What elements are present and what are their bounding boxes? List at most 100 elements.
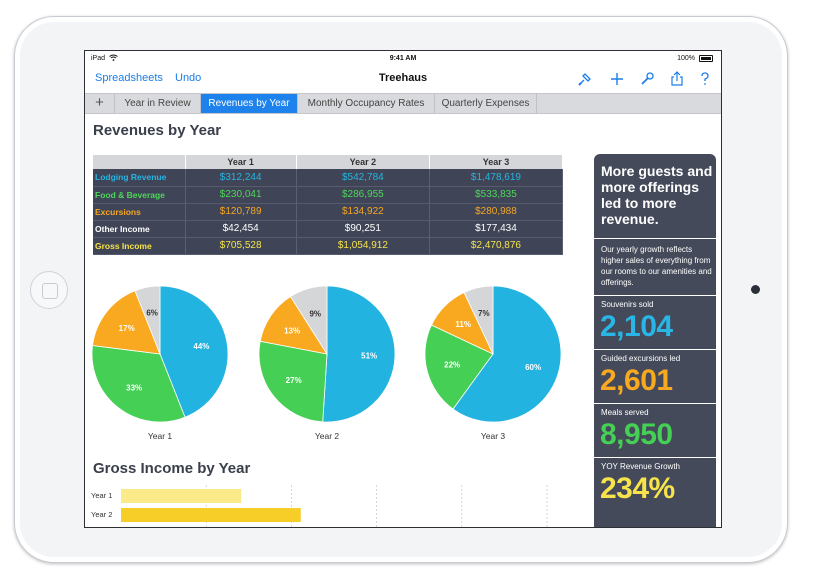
bar[interactable]	[121, 508, 301, 522]
table-cell[interactable]: $312,244	[185, 169, 297, 187]
help-icon[interactable]	[697, 71, 713, 87]
pie-slice-label: 13%	[284, 326, 300, 335]
add-icon[interactable]	[609, 71, 625, 87]
row-label[interactable]: Lodging Revenue	[93, 169, 186, 187]
wrench-icon[interactable]	[639, 71, 655, 87]
table-cell[interactable]: $90,251	[296, 220, 430, 238]
carrier-label: iPad	[91, 55, 106, 62]
column-header[interactable]: Year 2	[296, 155, 430, 169]
page-title: Revenues by Year	[93, 122, 222, 139]
sidebar-headline: More guests and more offerings led to mo…	[601, 163, 713, 227]
table-cell[interactable]: $42,454	[185, 220, 297, 238]
sheet-tab-bar: + Year in Review Revenues by Year Monthl…	[85, 93, 721, 114]
pie-slice-label: 51%	[361, 351, 377, 360]
column-header[interactable]: Year 3	[429, 155, 564, 169]
table-cell[interactable]: $1,478,619	[429, 169, 564, 187]
table-cell[interactable]: $120,789	[185, 203, 297, 221]
bar-chart-svg: Year 1 Year 2	[91, 485, 548, 527]
table-corner-cell	[93, 155, 186, 169]
pie-slice[interactable]	[159, 285, 229, 418]
tab-quarterly-expenses[interactable]: Quarterly Expenses	[435, 94, 537, 113]
table-row: Lodging Revenue $312,244 $542,784 $1,478,61…	[93, 169, 564, 187]
stat-value-meals: 8,950	[600, 418, 673, 451]
pie-chart-year-1: 44% 33% 17% 6% Year 1	[90, 284, 230, 444]
table-cell[interactable]: $1,054,912	[296, 237, 430, 255]
pie-slice-label: 6%	[146, 309, 158, 318]
pie-slice-label: 17%	[119, 324, 135, 333]
table-row: Excursions $120,789 $134,922 $280,988	[93, 203, 564, 221]
stat-label-excursions: Guided excursions led	[601, 354, 681, 363]
column-header[interactable]: Year 1	[185, 155, 297, 169]
table-cell[interactable]: $542,784	[296, 169, 430, 187]
pie-slice[interactable]	[91, 345, 186, 423]
pie-chart-year-2: 51% 27% 13% 9% Year 2	[257, 284, 397, 444]
stat-label-meals: Meals served	[601, 408, 649, 417]
table-row: Other Income $42,454 $90,251 $177,434	[93, 220, 564, 238]
table-cell[interactable]: $2,470,876	[429, 237, 564, 255]
table-cell[interactable]: $705,528	[185, 237, 297, 255]
pie-slice-label: 22%	[444, 360, 460, 369]
row-label[interactable]: Food & Beverage	[93, 186, 186, 204]
home-button[interactable]	[30, 271, 68, 309]
pie-chart-svg: 51% 27% 13% 9%	[258, 285, 396, 423]
pie-slice[interactable]	[258, 340, 328, 423]
undo-button[interactable]: Undo	[175, 72, 202, 84]
pie-slice[interactable]	[92, 290, 161, 355]
status-bar: iPad 9:41 AM 100%	[85, 51, 721, 67]
table-cell[interactable]: $286,955	[296, 186, 430, 204]
gross-income-bar-chart: Year 1 Year 2	[85, 483, 555, 527]
row-label[interactable]: Excursions	[93, 203, 186, 221]
gross-income-title: Gross Income by Year	[93, 460, 251, 477]
summary-sidebar: More guests and more offerings led to mo…	[594, 154, 716, 527]
divider	[594, 457, 716, 458]
pie-slice[interactable]	[463, 285, 494, 355]
format-brush-icon[interactable]	[577, 71, 593, 87]
bar-category-label: Year 2	[91, 510, 112, 519]
pie-slice[interactable]	[134, 285, 161, 355]
tab-year-in-review[interactable]: Year in Review	[115, 94, 201, 113]
pie-slice-label: 60%	[525, 363, 541, 372]
table-cell[interactable]: $177,434	[429, 220, 564, 238]
add-sheet-button[interactable]: +	[85, 94, 115, 113]
pie-chart-title: Year 1	[147, 431, 173, 441]
row-label[interactable]: Other Income	[93, 220, 186, 238]
pie-slice[interactable]	[290, 285, 328, 356]
table-cell[interactable]: $230,041	[185, 186, 297, 204]
table-cell[interactable]: $134,922	[296, 203, 430, 221]
table-cell[interactable]: $533,835	[429, 186, 564, 204]
pie-slice-label: 33%	[126, 383, 142, 392]
pie-chart-title: Year 3	[480, 431, 506, 441]
pie-slice-label: 27%	[286, 376, 302, 385]
divider	[594, 295, 716, 296]
divider	[594, 238, 716, 239]
table-row: Food & Beverage $230,041 $286,955 $533,835	[93, 186, 564, 204]
wifi-icon	[109, 54, 118, 63]
pie-slice-label: 11%	[455, 320, 471, 329]
pie-slice[interactable]	[452, 285, 562, 423]
table-row: Gross Income $705,528 $1,054,912 $2,470,876	[93, 237, 564, 255]
sidebar-description: Our yearly growth reflects higher sales …	[601, 245, 712, 287]
navigation-bar: Spreadsheets Undo Treehaus	[85, 67, 721, 93]
stat-label-yoy-growth: YOY Revenue Growth	[601, 462, 681, 471]
pie-slice-label: 9%	[309, 310, 321, 319]
tab-monthly-occupancy-rates[interactable]: Monthly Occupancy Rates	[298, 94, 435, 113]
divider	[594, 403, 716, 404]
stat-label-souvenirs: Souvenirs sold	[601, 300, 654, 309]
pie-slice-label: 44%	[193, 342, 209, 351]
divider	[594, 349, 716, 350]
pie-chart-title: Year 2	[314, 431, 340, 441]
stat-value-yoy-growth: 234%	[600, 472, 675, 505]
revenue-table: Year 1 Year 2 Year 3 Lodging Revenue $312…	[93, 155, 564, 255]
camera-icon	[751, 285, 760, 294]
pie-slice[interactable]	[259, 296, 328, 355]
tab-revenues-by-year[interactable]: Revenues by Year	[201, 94, 298, 113]
share-icon[interactable]	[669, 71, 685, 87]
table-cell[interactable]: $280,988	[429, 203, 564, 221]
stat-value-souvenirs: 2,104	[600, 310, 673, 343]
row-label[interactable]: Gross Income	[93, 237, 186, 255]
pie-slice[interactable]	[322, 285, 396, 423]
bar[interactable]	[121, 489, 242, 503]
spreadsheets-back-button[interactable]: Spreadsheets	[95, 72, 163, 84]
table-header-row: Year 1 Year 2 Year 3	[93, 155, 564, 169]
pie-chart-svg: 44% 33% 17% 6%	[91, 285, 229, 423]
